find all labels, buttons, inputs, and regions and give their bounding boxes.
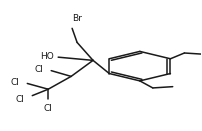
Text: HO: HO xyxy=(40,52,54,61)
Text: Br: Br xyxy=(72,14,82,23)
Text: Cl: Cl xyxy=(15,95,24,104)
Text: Cl: Cl xyxy=(11,78,19,87)
Text: Cl: Cl xyxy=(34,65,43,74)
Text: Cl: Cl xyxy=(44,104,53,113)
